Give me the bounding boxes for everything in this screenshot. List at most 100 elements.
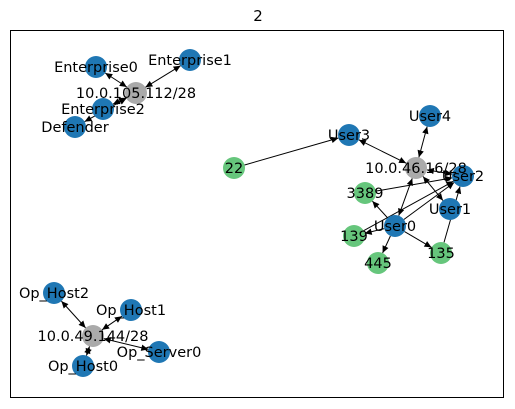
node-label-port135: 135: [427, 246, 455, 262]
node-user4: [419, 105, 441, 127]
edge-arrowhead: [454, 186, 462, 195]
node-label-subnet_user: 10.0.46.16/28: [365, 161, 467, 177]
edge-arrowhead: [426, 167, 435, 175]
node-label-subnet_ent: 10.0.105.112/28: [76, 86, 196, 102]
edge-arrowhead: [422, 126, 429, 135]
node-port139: [343, 225, 365, 247]
node-enterprise0: [85, 56, 107, 78]
node-user0: [384, 215, 406, 237]
node-port3389: [354, 182, 376, 204]
edge-arrowhead: [445, 181, 454, 188]
node-label-user3: User3: [328, 128, 370, 144]
node-defender: [64, 116, 86, 138]
node-label-op_host0: Op_Host0: [48, 359, 118, 375]
edge-arrowhead: [102, 323, 110, 330]
edge-subnet_op-op_host2: [61, 300, 86, 329]
node-label-defender: Defender: [41, 120, 108, 136]
figure-title: 2: [253, 7, 263, 25]
node-label-enterprise1: Enterprise1: [148, 53, 232, 69]
edge-arrowhead: [406, 178, 413, 187]
node-label-port3389: 3389: [347, 186, 384, 202]
edge-arrowhead: [358, 139, 367, 146]
node-label-user2: User2: [442, 169, 484, 185]
node-label-subnet_op: 10.0.49.144/28: [38, 329, 149, 345]
edge-subnet_user-user3: [358, 139, 407, 164]
node-user2: [452, 165, 474, 187]
edge-arrowhead: [417, 149, 424, 158]
edge-line: [244, 137, 339, 166]
node-label-port22: 22: [225, 161, 243, 177]
edge-arrowhead: [398, 157, 407, 164]
node-enterprise2: [92, 98, 114, 120]
edge-user0-port445: [382, 235, 391, 254]
edge-arrowhead: [84, 346, 91, 355]
edge-arrowhead: [444, 169, 453, 177]
node-op_host1: [120, 299, 142, 321]
node-subnet_user: [405, 157, 427, 179]
edge-user0-port3389: [372, 200, 388, 219]
edge-user0-port139: [364, 228, 385, 235]
node-user3: [338, 124, 360, 146]
edge-arrowhead: [172, 65, 181, 73]
edge-user0-port135: [404, 231, 432, 248]
edge-arrowhead: [423, 176, 430, 184]
edge-arrowhead: [140, 344, 149, 351]
node-enterprise1: [179, 49, 201, 71]
edge-arrowhead: [105, 72, 113, 80]
node-port135: [430, 242, 452, 264]
edge-arrowhead: [444, 175, 453, 183]
edge-arrowhead: [78, 320, 86, 328]
edge-subnet_user-user2: [426, 167, 453, 177]
edge-arrowhead: [84, 115, 93, 122]
node-subnet_ent: [125, 82, 147, 104]
edge-line: [358, 139, 407, 164]
edge-subnet_user-user0: [398, 178, 413, 216]
edge-port3389-user2: [375, 175, 453, 192]
edge-subnet_op-op_host0: [84, 346, 92, 356]
node-op_server0: [148, 341, 170, 363]
edge-subnet_ent-enterprise0: [104, 72, 128, 88]
edge-line: [403, 182, 455, 220]
edge-arrowhead: [145, 80, 154, 88]
node-port445: [367, 252, 389, 274]
node-label-user4: User4: [409, 109, 451, 125]
edge-arrowhead: [330, 136, 339, 144]
node-label-port445: 445: [364, 256, 392, 272]
edge-line: [363, 180, 454, 232]
edge-arrowhead: [382, 245, 389, 254]
edge-arrowhead: [372, 201, 380, 209]
node-label-op_server0: Op_Server0: [117, 345, 202, 361]
edge-arrowhead: [119, 80, 127, 88]
edge-arrowhead: [423, 241, 432, 248]
node-op_host2: [43, 282, 65, 304]
node-user1: [439, 198, 461, 220]
node-port22: [223, 157, 245, 179]
plot-frame: [10, 30, 504, 398]
edge-port139-user2: [363, 180, 454, 232]
edge-subnet_ent-enterprise1: [145, 65, 181, 88]
node-label-enterprise2: Enterprise2: [61, 102, 145, 118]
node-label-op_host1: Op_Host1: [96, 303, 166, 319]
edge-line: [103, 338, 149, 350]
edge-arrowhead: [398, 207, 405, 216]
edge-subnet_op-op_host1: [101, 315, 123, 331]
edge-subnet_user-user4: [417, 126, 429, 158]
edge-port22-user3: [244, 136, 339, 166]
node-label-op_host2: Op_Host2: [19, 286, 89, 302]
edge-subnet_user-user1: [422, 176, 444, 201]
edge-arrowhead: [364, 228, 373, 235]
labels-layer: 10.0.105.112/28 Enterprise0 Enterprise1 Ent…: [19, 53, 484, 375]
edge-arrowhead: [436, 193, 443, 201]
edges-layer: [61, 65, 462, 356]
edge-line: [375, 177, 453, 192]
node-label-user1: User1: [429, 202, 471, 218]
nodes-layer: [43, 49, 474, 377]
edge-arrowhead: [61, 301, 69, 309]
edge-arrowhead: [103, 337, 112, 344]
edge-subnet_op-op_server0: [103, 337, 149, 351]
node-op_host0: [72, 355, 94, 377]
node-label-port139: 139: [340, 229, 368, 245]
node-label-enterprise0: Enterprise0: [54, 60, 138, 76]
edge-arrowhead: [118, 98, 127, 105]
